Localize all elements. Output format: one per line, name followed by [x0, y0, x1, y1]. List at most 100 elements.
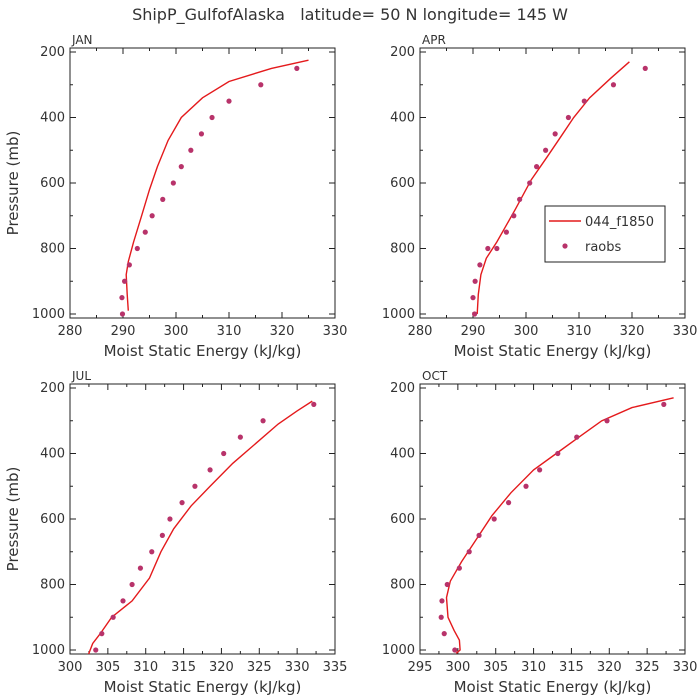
x-tick-label: 300: [164, 324, 189, 339]
raobs-point: [494, 245, 500, 252]
y-tick-label: 600: [390, 512, 415, 527]
figure-title: ShipP_GulfofAlaska latitude= 50 N longit…: [132, 5, 568, 25]
raobs-point: [119, 311, 126, 317]
series-line-044_f1850: [445, 397, 674, 654]
raobs-point: [110, 614, 116, 620]
panel-title: JUL: [71, 369, 91, 383]
y-tick-label: 200: [40, 381, 65, 396]
raobs-point: [472, 278, 478, 284]
raobs-point: [207, 467, 213, 473]
x-axis-label: Moist Static Energy (kJ/kg): [454, 678, 652, 696]
raobs-point: [237, 434, 243, 440]
y-axis-label: Pressure (mb): [4, 131, 22, 236]
x-tick-label: 315: [559, 660, 584, 675]
x-tick-label: 310: [567, 324, 592, 339]
raobs-point: [179, 500, 185, 506]
y-tick-label: 1000: [32, 307, 65, 322]
raobs-point: [198, 131, 205, 137]
y-tick-label: 400: [390, 111, 415, 126]
y-axis-label: Pressure (mb): [4, 467, 22, 572]
raobs-point: [120, 598, 126, 604]
raobs-point: [221, 450, 227, 457]
x-tick-label: 330: [673, 660, 698, 675]
x-tick-label: 280: [408, 324, 433, 339]
raobs-point: [294, 65, 300, 71]
raobs-point: [456, 565, 462, 571]
raobs-point: [439, 598, 445, 604]
plot-frame: [69, 47, 336, 319]
y-tick-label: 1000: [32, 643, 65, 658]
raobs-point: [260, 418, 266, 424]
raobs-point: [581, 98, 587, 104]
x-axis-label: Moist Static Energy (kJ/kg): [454, 342, 652, 360]
raobs-point: [99, 631, 105, 637]
raobs-point: [192, 483, 198, 489]
y-tick-label: 800: [40, 578, 65, 593]
raobs-point: [466, 549, 472, 555]
panel-oct: OCT 295 300 305 310 315 320 325 330 200 400 600 800 1…: [382, 369, 698, 696]
raobs-point: [452, 647, 458, 653]
raobs-point: [552, 131, 558, 137]
raobs-point: [311, 401, 317, 407]
raobs-point: [137, 565, 144, 571]
x-tick-label: 320: [270, 324, 295, 339]
raobs-point: [604, 418, 610, 424]
x-tick-label: 310: [217, 324, 242, 339]
plot-frame: [419, 47, 686, 319]
y-tick-label: 200: [40, 45, 65, 60]
raobs-point: [537, 467, 543, 473]
raobs-point: [470, 295, 476, 301]
x-tick-label: 295: [408, 660, 433, 675]
x-axis-label: Moist Static Energy (kJ/kg): [104, 678, 302, 696]
series-line-044_f1850: [476, 61, 630, 315]
x-tick-label: 310: [521, 660, 546, 675]
raobs-point: [159, 532, 165, 538]
raobs-point: [471, 311, 478, 317]
legend-line-label: 044_f1850: [585, 215, 654, 230]
raobs-point: [661, 401, 667, 407]
x-tick-label: 310: [133, 660, 158, 675]
legend-box: [544, 205, 666, 263]
raobs-point: [543, 147, 549, 153]
y-tick-label: 800: [390, 242, 415, 257]
x-tick-label: 320: [209, 660, 234, 675]
raobs-point: [134, 245, 140, 252]
panel-title: OCT: [422, 369, 448, 383]
panel-jul: JUL 300 305 310 315 320 325 330 335 200 400 600 800 1…: [4, 369, 347, 696]
plot-frame: [69, 383, 336, 655]
x-tick-label: 335: [323, 660, 348, 675]
y-tick-label: 400: [40, 111, 65, 126]
legend-dot-swatch: [562, 243, 568, 249]
raobs-point: [121, 278, 128, 284]
raobs-point: [258, 82, 264, 88]
y-tick-label: 800: [390, 578, 415, 593]
raobs-point: [476, 532, 482, 538]
raobs-point: [505, 500, 512, 506]
y-tick-label: 400: [40, 447, 65, 462]
x-tick-label: 330: [673, 324, 698, 339]
legend-dot-label: raobs: [585, 240, 622, 255]
raobs-point: [503, 229, 509, 235]
panel-jan: JAN 280 290 300 310 320 330 200 400 600 800 1000 Moi…: [4, 33, 347, 360]
x-tick-label: 330: [285, 660, 310, 675]
raobs-point: [441, 631, 447, 637]
raobs-point: [534, 164, 540, 170]
raobs-point: [565, 114, 572, 121]
y-tick-label: 1000: [382, 643, 415, 658]
x-tick-label: 280: [58, 324, 83, 339]
x-tick-label: 330: [323, 324, 348, 339]
raobs-point: [438, 614, 444, 620]
y-tick-label: 800: [40, 242, 65, 257]
raobs-point: [491, 516, 497, 522]
series-line-044_f1850: [125, 59, 309, 311]
y-tick-label: 600: [390, 176, 415, 191]
x-tick-label: 290: [461, 324, 486, 339]
raobs-point: [149, 549, 155, 555]
raobs-point: [226, 98, 232, 104]
raobs-point: [485, 245, 491, 252]
raobs-point: [170, 180, 176, 186]
raobs-point: [527, 180, 533, 186]
x-tick-label: 325: [635, 660, 660, 675]
raobs-point: [642, 65, 648, 71]
